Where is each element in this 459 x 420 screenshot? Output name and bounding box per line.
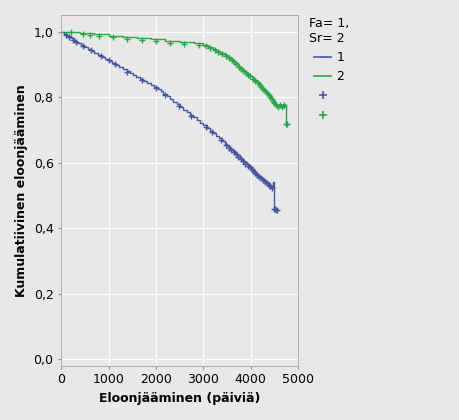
X-axis label: Eloonjääminen (päiviä): Eloonjääminen (päiviä) (99, 392, 260, 405)
Legend: 1, 2, , : 1, 2, , (306, 14, 351, 124)
Y-axis label: Kumulatiivinen eloonjääminen: Kumulatiivinen eloonjääminen (15, 84, 28, 297)
